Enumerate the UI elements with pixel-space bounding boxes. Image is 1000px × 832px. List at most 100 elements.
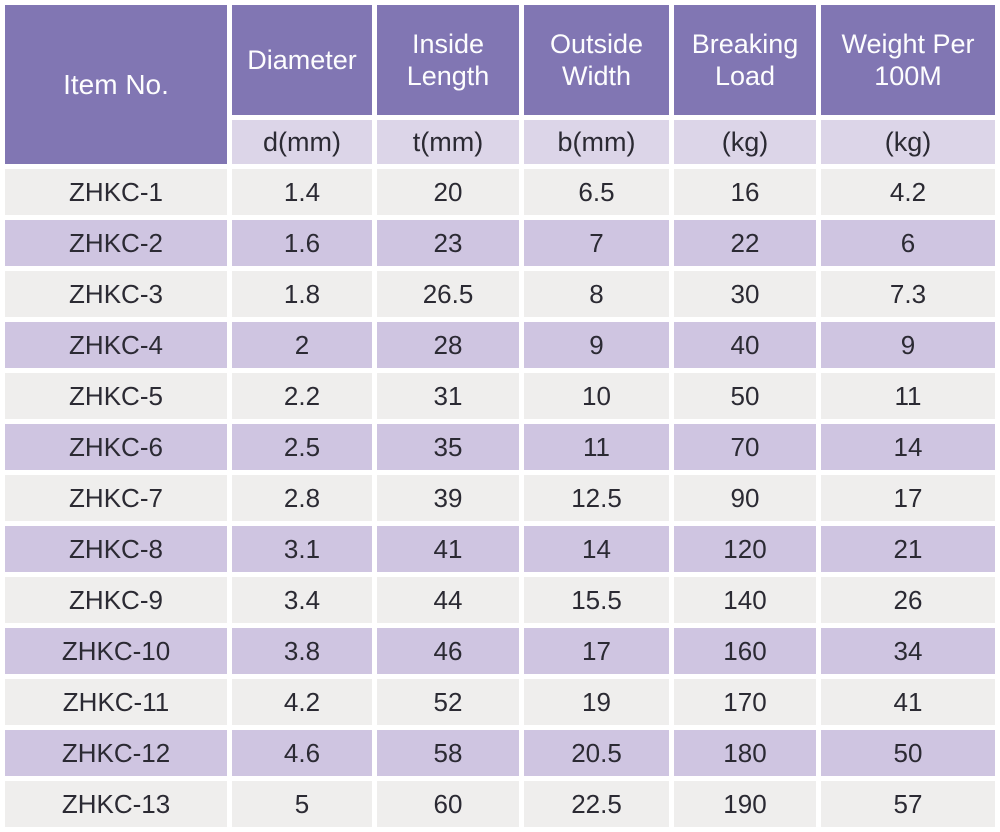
unit-breaking-load: (kg) <box>674 120 816 164</box>
cell: 10 <box>524 373 669 419</box>
cell: 34 <box>821 628 995 674</box>
cell: 5 <box>232 781 372 827</box>
cell: 21 <box>821 526 995 572</box>
cell-item-no: ZHKC-4 <box>5 322 227 368</box>
cell: 11 <box>821 373 995 419</box>
cell: 2 <box>232 322 372 368</box>
cell: 39 <box>377 475 519 521</box>
table-row: ZHKC-11 4.2 52 19 170 41 <box>5 679 995 725</box>
cell-item-no: ZHKC-5 <box>5 373 227 419</box>
col-header-breaking-load: Breaking Load <box>674 5 816 115</box>
cell: 1.8 <box>232 271 372 317</box>
cell-item-no: ZHKC-9 <box>5 577 227 623</box>
unit-weight-per-100m: (kg) <box>821 120 995 164</box>
cell: 4.2 <box>232 679 372 725</box>
cell: 7 <box>524 220 669 266</box>
cell: 26.5 <box>377 271 519 317</box>
table-row: ZHKC-6 2.5 35 11 70 14 <box>5 424 995 470</box>
cell: 170 <box>674 679 816 725</box>
cell-item-no: ZHKC-11 <box>5 679 227 725</box>
cell: 35 <box>377 424 519 470</box>
cell-item-no: ZHKC-1 <box>5 169 227 215</box>
cell-item-no: ZHKC-2 <box>5 220 227 266</box>
cell: 9 <box>821 322 995 368</box>
cell: 52 <box>377 679 519 725</box>
cell-item-no: ZHKC-10 <box>5 628 227 674</box>
cell: 20.5 <box>524 730 669 776</box>
cell: 6 <box>821 220 995 266</box>
cell-item-no: ZHKC-3 <box>5 271 227 317</box>
cell: 160 <box>674 628 816 674</box>
cell: 22.5 <box>524 781 669 827</box>
cell-item-no: ZHKC-12 <box>5 730 227 776</box>
col-header-inside-length: Inside Length <box>377 5 519 115</box>
cell: 31 <box>377 373 519 419</box>
cell: 46 <box>377 628 519 674</box>
table-row: ZHKC-2 1.6 23 7 22 6 <box>5 220 995 266</box>
unit-inside-length: t(mm) <box>377 120 519 164</box>
cell: 6.5 <box>524 169 669 215</box>
cell: 23 <box>377 220 519 266</box>
cell: 58 <box>377 730 519 776</box>
cell: 7.3 <box>821 271 995 317</box>
unit-row: d(mm) t(mm) b(mm) (kg) (kg) <box>5 120 995 164</box>
cell: 30 <box>674 271 816 317</box>
cell: 3.1 <box>232 526 372 572</box>
table-row: ZHKC-3 1.8 26.5 8 30 7.3 <box>5 271 995 317</box>
cell: 1.4 <box>232 169 372 215</box>
cell: 60 <box>377 781 519 827</box>
cell: 17 <box>524 628 669 674</box>
table-row: ZHKC-5 2.2 31 10 50 11 <box>5 373 995 419</box>
header-row: Item No. Diameter Inside Length Outside … <box>5 5 995 164</box>
cell: 3.4 <box>232 577 372 623</box>
cell: 4.6 <box>232 730 372 776</box>
cell: 180 <box>674 730 816 776</box>
cell: 4.2 <box>821 169 995 215</box>
cell: 17 <box>821 475 995 521</box>
cell-item-no: ZHKC-6 <box>5 424 227 470</box>
col-header-weight-per-100m: Weight Per 100M <box>821 5 995 115</box>
cell: 70 <box>674 424 816 470</box>
cell: 16 <box>674 169 816 215</box>
table-row: ZHKC-12 4.6 58 20.5 180 50 <box>5 730 995 776</box>
cell: 8 <box>524 271 669 317</box>
cell: 9 <box>524 322 669 368</box>
cell: 44 <box>377 577 519 623</box>
table-row: ZHKC-1 1.4 20 6.5 16 4.2 <box>5 169 995 215</box>
cell: 120 <box>674 526 816 572</box>
cell: 2.5 <box>232 424 372 470</box>
cell: 140 <box>674 577 816 623</box>
cell: 2.2 <box>232 373 372 419</box>
cell: 22 <box>674 220 816 266</box>
cell: 14 <box>524 526 669 572</box>
cell: 28 <box>377 322 519 368</box>
cell: 14 <box>821 424 995 470</box>
cell-item-no: ZHKC-8 <box>5 526 227 572</box>
cell-item-no: ZHKC-7 <box>5 475 227 521</box>
unit-outside-width: b(mm) <box>524 120 669 164</box>
cell: 50 <box>674 373 816 419</box>
col-header-outside-width: Outside Width <box>524 5 669 115</box>
table-row: ZHKC-10 3.8 46 17 160 34 <box>5 628 995 674</box>
cell: 57 <box>821 781 995 827</box>
cell: 2.8 <box>232 475 372 521</box>
cell: 50 <box>821 730 995 776</box>
cell: 15.5 <box>524 577 669 623</box>
cell: 41 <box>377 526 519 572</box>
col-header-item-no: Item No. <box>5 5 227 164</box>
table-row: ZHKC-8 3.1 41 14 120 21 <box>5 526 995 572</box>
col-header-diameter: Diameter <box>232 5 372 115</box>
cell: 1.6 <box>232 220 372 266</box>
cell: 26 <box>821 577 995 623</box>
table-row: ZHKC-9 3.4 44 15.5 140 26 <box>5 577 995 623</box>
table-row: ZHKC-13 5 60 22.5 190 57 <box>5 781 995 827</box>
cell: 20 <box>377 169 519 215</box>
cell: 40 <box>674 322 816 368</box>
unit-diameter: d(mm) <box>232 120 372 164</box>
cell-item-no: ZHKC-13 <box>5 781 227 827</box>
cell: 19 <box>524 679 669 725</box>
cell: 3.8 <box>232 628 372 674</box>
table-row: ZHKC-4 2 28 9 40 9 <box>5 322 995 368</box>
table-row: ZHKC-7 2.8 39 12.5 90 17 <box>5 475 995 521</box>
